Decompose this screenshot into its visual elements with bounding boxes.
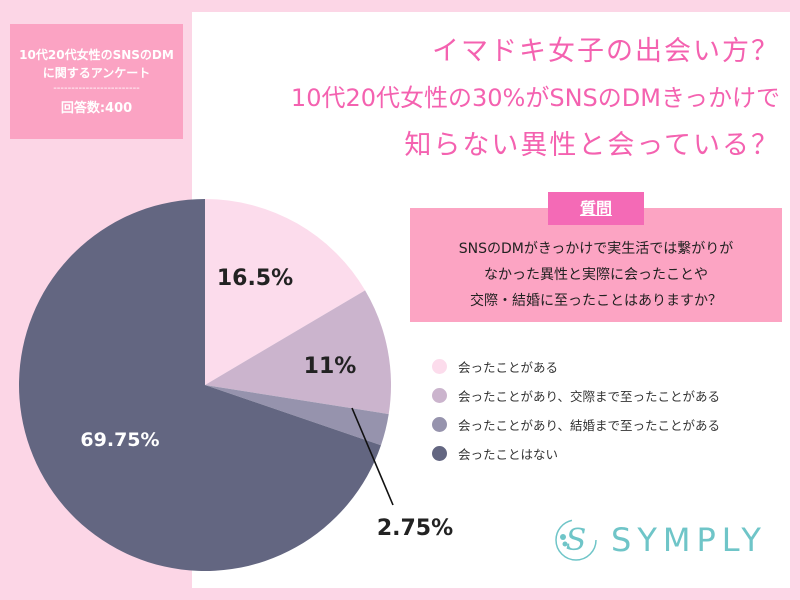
title-line1: イマドキ女子の出会い方？ <box>432 36 780 67</box>
data-label: 69.75% <box>80 429 159 451</box>
legend-swatch <box>432 446 447 461</box>
legend-label: 会ったことがあり、交際まで至ったことがある <box>458 389 721 404</box>
legend-item: 会ったことはない <box>432 439 720 468</box>
data-label: 11% <box>304 354 357 379</box>
legend: 会ったことがある会ったことがあり、交際まで至ったことがある 会ったことがあり、結婚… <box>432 352 720 468</box>
response-count: 回答数:400 <box>60 101 133 116</box>
svg-text:S: S <box>566 523 587 558</box>
survey-title-line2: に関するアンケート <box>42 66 151 80</box>
divider: ------------------------ <box>53 83 140 94</box>
legend-label: 会ったことはない <box>458 447 559 462</box>
survey-info-box: 10代20代女性のSNSのDM に関するアンケート --------------… <box>10 24 183 139</box>
question-line1: SNSのDMがきっかけで実生活では繋がりが <box>458 241 734 257</box>
logo-text: SYMPLY <box>611 521 767 559</box>
pie-slice <box>18 199 381 571</box>
page-title: イマドキ女子の出会い方？ 10代20代女性の30%がSNSのDMきっかけで 知ら… <box>291 28 780 169</box>
data-label: 2.75% <box>377 516 453 541</box>
data-label: 16.5% <box>217 266 293 291</box>
legend-label: 会ったことがあり、結婚まで至ったことがある <box>458 418 721 433</box>
legend-item: 会ったことがあり、交際まで至ったことがある <box>432 381 720 410</box>
legend-item: 会ったことがある <box>432 352 720 381</box>
question-tag: 質問 <box>548 192 644 225</box>
pie-slice <box>205 199 366 385</box>
leader-line <box>351 407 394 506</box>
question-text: SNSのDMがきっかけで実生活では繋がりが なかった異性と実際に会ったことや 交… <box>410 236 782 314</box>
question-line3: 交際・結婚に至ったことはありますか？ <box>470 293 722 309</box>
legend-swatch <box>432 388 447 403</box>
legend-swatch <box>432 417 447 432</box>
pie-slice <box>205 385 389 446</box>
survey-title-line1: 10代20代女性のSNSのDM <box>19 48 174 62</box>
legend-item: 会ったことがあり、結婚まで至ったことがある <box>432 410 720 439</box>
question-line2: なかった異性と実際に会ったことや <box>484 267 708 283</box>
legend-label: 会ったことがある <box>458 360 559 375</box>
legend-swatch <box>432 359 447 374</box>
title-line3: 知らない異性と会っている？ <box>404 130 780 161</box>
symply-logo: S SYMPLY <box>553 517 767 563</box>
title-line2: 10代20代女性の30%がSNSのDMきっかけで <box>290 84 780 112</box>
question-box <box>410 208 782 322</box>
logo-emblem-icon: S <box>555 519 597 561</box>
pie-slice <box>205 290 391 415</box>
